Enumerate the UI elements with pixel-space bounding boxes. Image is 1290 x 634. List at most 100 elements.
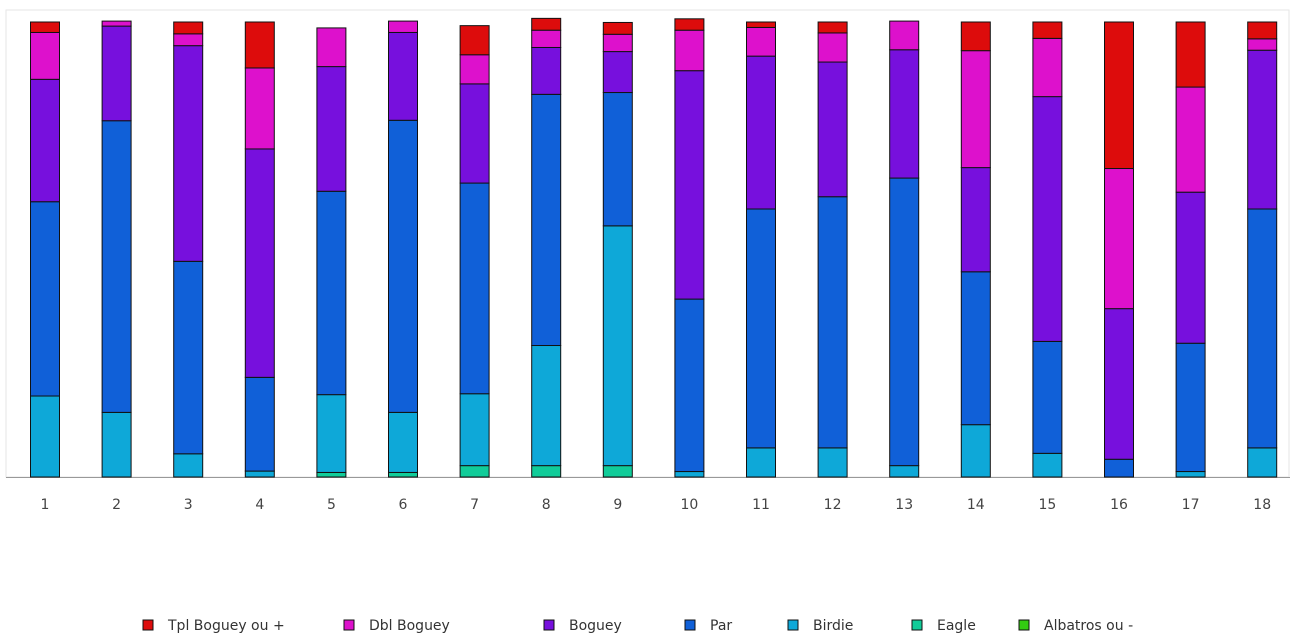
- bar-segment-15-tpl-boguey-ou-: [1032, 21, 1063, 39]
- bar-segment-11-birdie: [746, 447, 776, 478]
- x-tick-label-6: 6: [399, 497, 408, 513]
- bar-segment-15-dbl-boguey: [1032, 37, 1063, 98]
- bar-segment-14-par: [960, 271, 991, 426]
- bar-segment-12-tpl-boguey-ou-: [817, 21, 848, 34]
- bar-segment-8-par: [531, 93, 562, 347]
- bar-segment-13-par: [889, 177, 920, 467]
- bar-stack-10: [674, 18, 705, 478]
- bar-segment-9-birdie: [602, 225, 633, 467]
- bar-segment-9-par: [602, 92, 633, 227]
- x-tick-label-15: 15: [1038, 497, 1056, 513]
- bar-segment-11-dbl-boguey: [746, 26, 776, 57]
- bar-segment-6-eagle: [388, 471, 418, 478]
- x-tick-label-3: 3: [184, 497, 193, 513]
- bar-segment-7-eagle: [459, 465, 490, 478]
- bar-segment-13-dbl-boguey: [889, 20, 920, 51]
- legend-swatch: [911, 619, 923, 631]
- x-tick-label-17: 17: [1182, 497, 1200, 513]
- bar-segment-3-dbl-boguey: [173, 33, 204, 47]
- bar-segment-6-birdie: [388, 411, 418, 473]
- bar-stack-8: [531, 17, 562, 478]
- x-tick-label-9: 9: [613, 497, 622, 513]
- bar-segment-16-tpl-boguey-ou-: [1104, 21, 1134, 170]
- bar-segment-4-dbl-boguey: [244, 67, 275, 150]
- bar-segment-6-boguey: [388, 31, 418, 121]
- bar-segment-7-birdie: [459, 393, 490, 467]
- bar-segment-13-boguey: [889, 49, 920, 179]
- x-tick-label-2: 2: [112, 497, 121, 513]
- x-tick-label-14: 14: [967, 497, 985, 513]
- bar-segment-18-birdie: [1247, 447, 1278, 478]
- bar-segment-5-boguey: [316, 66, 347, 192]
- x-axis-tick-labels: 1 2 3 4 5 6 7 8 9 10 11 12 13 14 15 16 17 18: [41, 497, 1272, 513]
- bar-segment-11-tpl-boguey-ou-: [746, 21, 776, 28]
- bar-stack-18: [1247, 21, 1278, 478]
- bar-segment-16-dbl-boguey: [1104, 168, 1134, 310]
- bar-segment-3-birdie: [173, 453, 204, 478]
- x-tick-label-18: 18: [1253, 497, 1271, 513]
- legend-swatch: [142, 619, 154, 631]
- legend-label: Dbl Boguey: [369, 618, 450, 634]
- bar-segment-3-par: [173, 260, 204, 455]
- bar-segment-4-boguey: [244, 148, 275, 378]
- bar-segment-8-eagle: [531, 465, 562, 478]
- bar-stack-11: [746, 21, 776, 478]
- legend-label: Tpl Boguey ou +: [167, 618, 285, 634]
- bar-segment-17-dbl-boguey: [1175, 86, 1206, 193]
- legend-item-birdie: Birdie: [787, 618, 853, 634]
- legend-swatch: [787, 619, 799, 631]
- legend-item-boguey: Boguey: [543, 618, 622, 634]
- bar-segment-7-par: [459, 182, 490, 395]
- bar-stack-14: [960, 21, 991, 478]
- bar-segment-15-birdie: [1032, 452, 1063, 478]
- bar-segment-9-dbl-boguey: [602, 33, 633, 53]
- bar-segment-17-tpl-boguey-ou-: [1175, 21, 1206, 88]
- bar-segment-7-dbl-boguey: [459, 54, 490, 85]
- bar-segment-3-boguey: [173, 45, 204, 262]
- bar-segment-13-birdie: [889, 465, 920, 478]
- bar-segment-15-par: [1032, 340, 1063, 454]
- bar-segment-5-eagle: [316, 471, 347, 478]
- bar-segment-12-dbl-boguey: [817, 32, 848, 63]
- x-tick-label-5: 5: [327, 497, 336, 513]
- bar-stack-12: [817, 21, 848, 478]
- bar-segment-16-par: [1104, 458, 1134, 478]
- bar-segment-8-tpl-boguey-ou-: [531, 17, 562, 31]
- bar-segment-9-tpl-boguey-ou-: [602, 21, 633, 35]
- bar-segment-10-boguey: [674, 70, 705, 300]
- bar-segment-14-tpl-boguey-ou-: [960, 21, 991, 52]
- bar-segment-9-eagle: [602, 465, 633, 478]
- legend: Tpl Boguey ou + Dbl Boguey Boguey Par Birdie…: [142, 618, 1133, 634]
- bar-segment-2-birdie: [101, 411, 132, 478]
- bar-segment-2-dbl-boguey: [101, 20, 132, 27]
- legend-label: Boguey: [569, 618, 622, 634]
- bar-segment-14-dbl-boguey: [960, 50, 991, 169]
- x-tick-label-1: 1: [41, 497, 50, 513]
- legend-swatch: [684, 619, 696, 631]
- bar-segment-1-dbl-boguey: [30, 31, 60, 80]
- bar-segment-5-birdie: [316, 394, 347, 473]
- bar-segment-15-boguey: [1032, 96, 1063, 342]
- legend-label: Eagle: [937, 618, 976, 634]
- plot-frame: [5, 9, 1290, 478]
- bar-segment-11-boguey: [746, 55, 776, 210]
- bar-segment-12-birdie: [817, 447, 848, 478]
- x-tick-label-4: 4: [255, 497, 264, 513]
- bar-segment-14-boguey: [960, 167, 991, 273]
- legend-item-dbl-boguey: Dbl Boguey: [343, 618, 450, 634]
- bar-segment-1-tpl-boguey-ou-: [30, 21, 60, 33]
- bar-stacks: [30, 17, 1278, 478]
- bar-segment-5-par: [316, 190, 347, 396]
- bar-segment-18-par: [1247, 208, 1278, 449]
- x-tick-label-13: 13: [895, 497, 913, 513]
- bar-segment-10-tpl-boguey-ou-: [674, 18, 705, 31]
- x-tick-label-16: 16: [1110, 497, 1128, 513]
- bar-segment-12-par: [817, 196, 848, 449]
- bar-stack-4: [244, 21, 275, 478]
- bar-stack-3: [173, 21, 204, 478]
- bar-stack-7: [459, 25, 490, 478]
- bar-segment-7-boguey: [459, 83, 490, 184]
- x-tick-label-12: 12: [824, 497, 842, 513]
- bar-segment-7-tpl-boguey-ou-: [459, 25, 490, 56]
- x-tick-label-11: 11: [752, 497, 770, 513]
